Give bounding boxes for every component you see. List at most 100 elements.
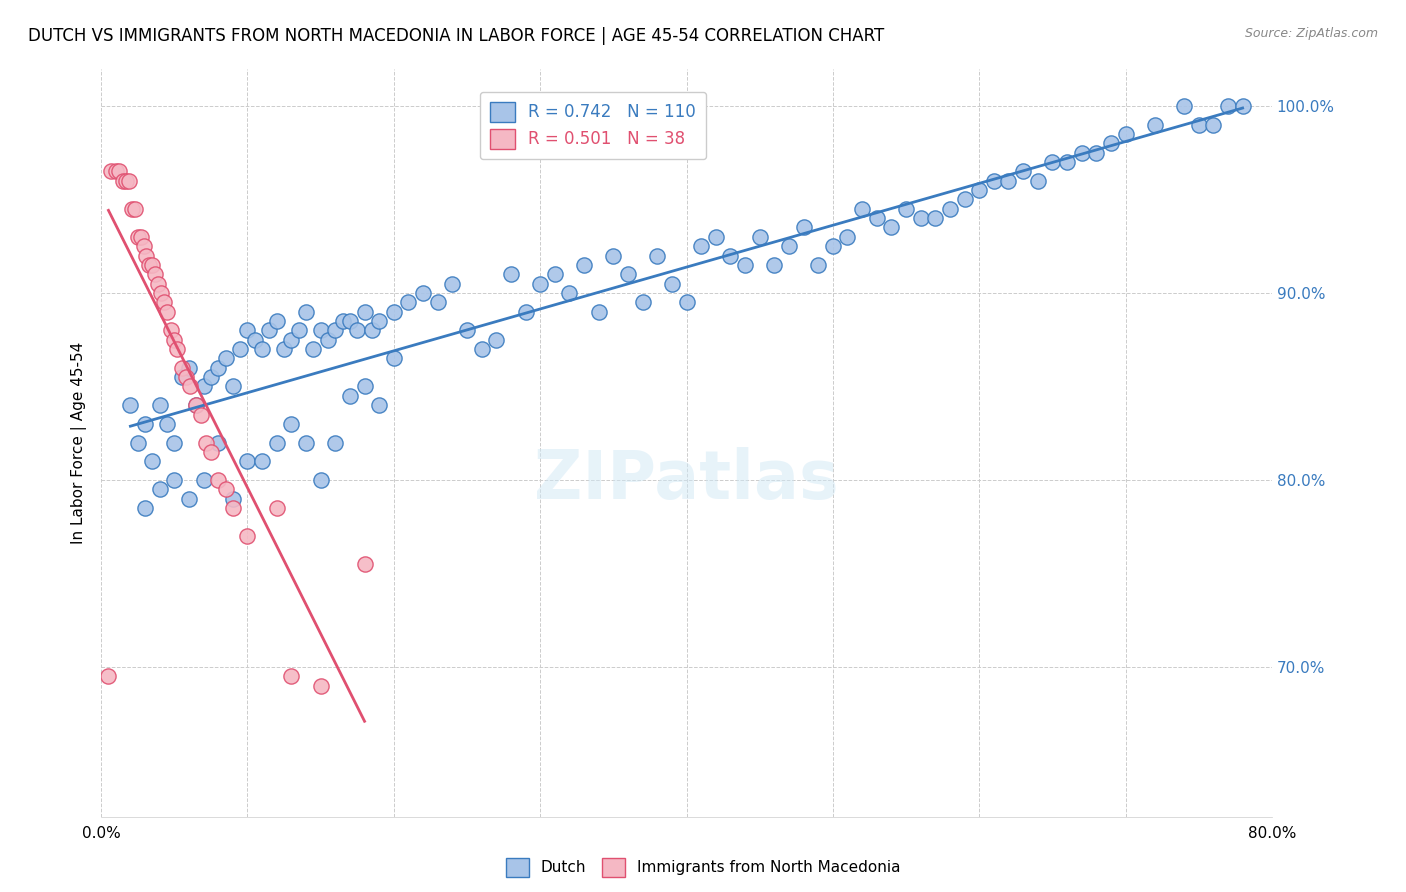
Point — [544, 267, 567, 281]
Point — [690, 239, 713, 253]
Point — [837, 230, 859, 244]
Point — [124, 202, 146, 216]
Point — [141, 454, 163, 468]
Point — [150, 285, 173, 300]
Point — [295, 304, 318, 318]
Point — [160, 323, 183, 337]
Point — [866, 211, 889, 226]
Point — [398, 295, 420, 310]
Point — [499, 267, 522, 281]
Text: ZIPatlas: ZIPatlas — [534, 447, 839, 513]
Point — [661, 277, 683, 291]
Point — [112, 174, 135, 188]
Point — [134, 417, 156, 431]
Point — [250, 342, 273, 356]
Point — [346, 323, 368, 337]
Point — [280, 669, 302, 683]
Point — [997, 174, 1019, 188]
Point — [323, 323, 346, 337]
Point — [118, 174, 141, 188]
Point — [141, 258, 163, 272]
Point — [207, 360, 229, 375]
Point — [1056, 155, 1078, 169]
Point — [148, 277, 170, 291]
Point — [195, 435, 218, 450]
Point — [166, 342, 188, 356]
Point — [675, 295, 697, 310]
Point — [353, 304, 375, 318]
Point — [617, 267, 640, 281]
Point — [631, 295, 654, 310]
Point — [485, 333, 508, 347]
Point — [266, 314, 288, 328]
Point — [149, 398, 172, 412]
Point — [138, 258, 160, 272]
Point — [104, 164, 127, 178]
Point — [353, 379, 375, 393]
Point — [193, 379, 215, 393]
Legend: Dutch, Immigrants from North Macedonia: Dutch, Immigrants from North Macedonia — [498, 850, 908, 884]
Point — [149, 483, 172, 497]
Point — [121, 202, 143, 216]
Point — [177, 491, 200, 506]
Point — [266, 435, 288, 450]
Point — [222, 491, 245, 506]
Point — [382, 351, 405, 366]
Point — [132, 239, 155, 253]
Point — [177, 360, 200, 375]
Point — [163, 333, 186, 347]
Point — [441, 277, 464, 291]
Point — [170, 360, 193, 375]
Point — [120, 398, 142, 412]
Point — [170, 370, 193, 384]
Point — [1012, 164, 1035, 178]
Point — [302, 342, 325, 356]
Point — [851, 202, 873, 216]
Point — [558, 285, 581, 300]
Point — [1085, 145, 1108, 160]
Point — [295, 435, 318, 450]
Point — [100, 164, 122, 178]
Point — [273, 342, 295, 356]
Point — [222, 501, 245, 516]
Point — [426, 295, 449, 310]
Legend: R = 0.742   N = 110, R = 0.501   N = 38: R = 0.742 N = 110, R = 0.501 N = 38 — [479, 92, 706, 159]
Point — [353, 557, 375, 571]
Point — [1115, 127, 1137, 141]
Point — [953, 193, 976, 207]
Point — [1040, 155, 1063, 169]
Point — [207, 473, 229, 487]
Point — [339, 314, 361, 328]
Point — [939, 202, 962, 216]
Point — [134, 501, 156, 516]
Point — [156, 304, 179, 318]
Point — [186, 398, 208, 412]
Point — [382, 304, 405, 318]
Point — [1026, 174, 1049, 188]
Point — [1188, 118, 1211, 132]
Point — [280, 417, 302, 431]
Point — [1099, 136, 1122, 151]
Point — [236, 529, 259, 543]
Point — [967, 183, 990, 197]
Point — [97, 669, 120, 683]
Point — [645, 248, 668, 262]
Point — [412, 285, 434, 300]
Point — [229, 342, 252, 356]
Point — [214, 483, 236, 497]
Point — [280, 333, 302, 347]
Point — [115, 174, 138, 188]
Point — [332, 314, 354, 328]
Point — [309, 473, 332, 487]
Point — [190, 408, 212, 422]
Point — [127, 230, 149, 244]
Point — [186, 398, 208, 412]
Point — [127, 435, 149, 450]
Point — [163, 435, 186, 450]
Point — [236, 454, 259, 468]
Point — [259, 323, 281, 337]
Point — [368, 398, 391, 412]
Point — [924, 211, 946, 226]
Point — [894, 202, 917, 216]
Point — [720, 248, 742, 262]
